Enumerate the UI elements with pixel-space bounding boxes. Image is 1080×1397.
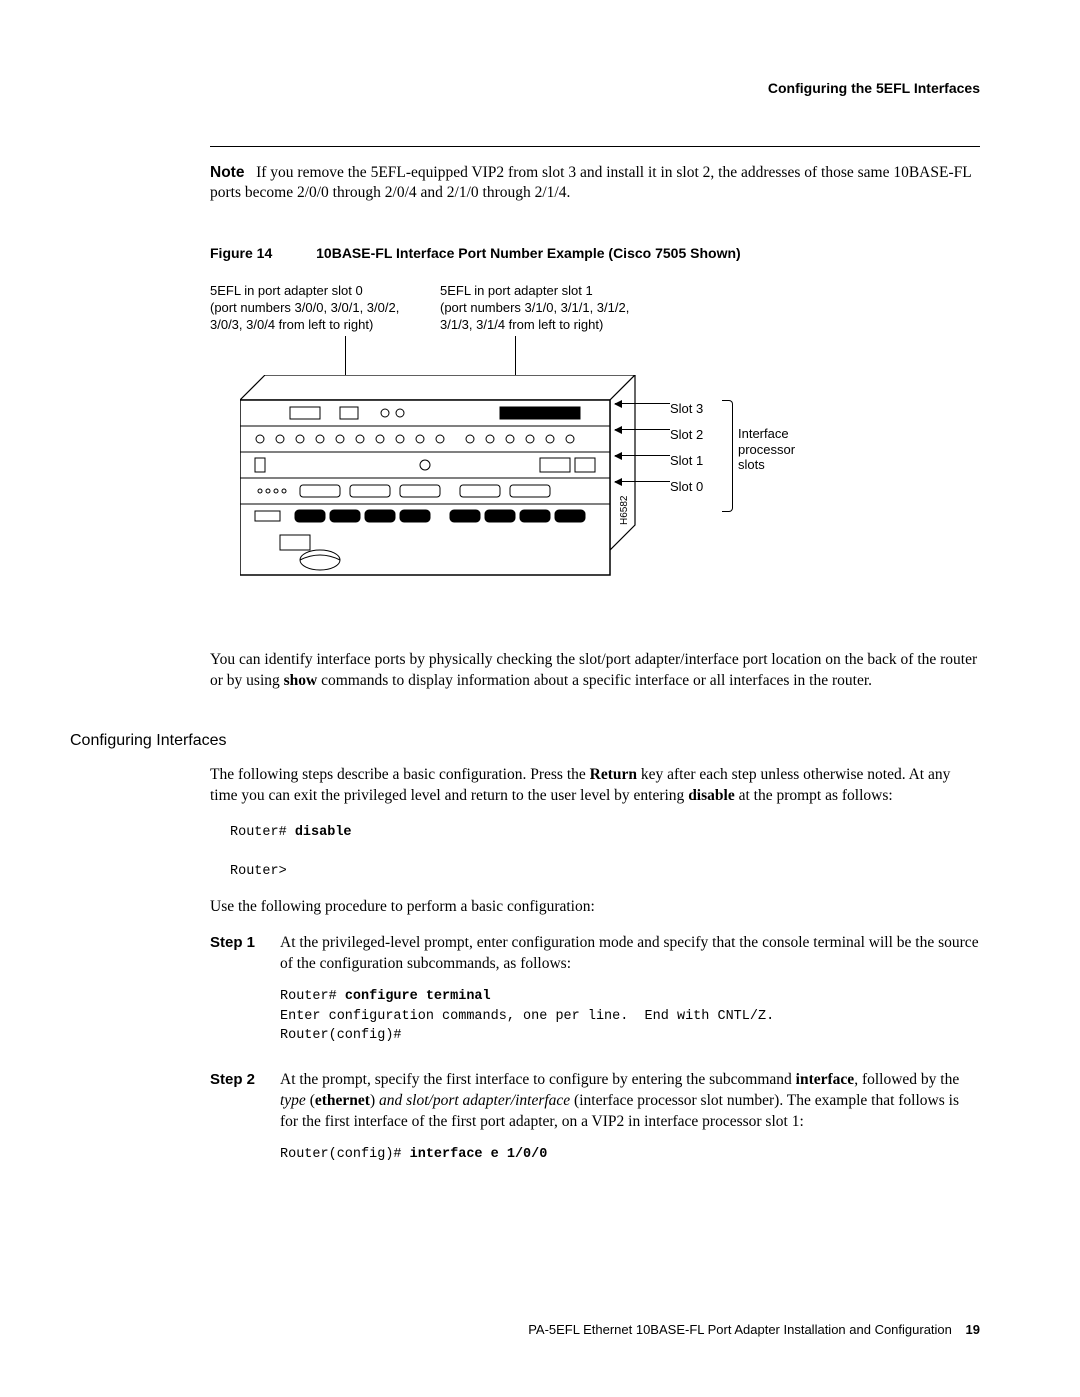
section-title: Configuring Interfaces [70,732,980,750]
step-2: Step 2 At the prompt, specify the first … [210,1070,980,1174]
running-header: Configuring the 5EFL Interfaces [70,80,980,96]
callout-text: (port numbers 3/1/0, 3/1/1, 3/1/2, [440,300,660,317]
callout-text: 3/1/3, 3/1/4 from left to right) [440,317,660,334]
text: at the prompt as follows: [735,787,893,804]
code-bold: disable [295,825,352,840]
italic: type [280,1092,306,1109]
figure-caption: Figure 14 10BASE-FL Interface Port Numbe… [210,244,980,263]
slot-label: Slot 0 [670,474,703,500]
step-text: ) [370,1092,379,1109]
brace-text: Interface [738,426,795,442]
code-text: Router> [230,864,287,879]
brace-text: processor [738,442,795,458]
code-bold: configure terminal [345,989,491,1004]
callout-text: 5EFL in port adapter slot 0 [210,283,430,300]
code-text: Enter configuration commands, one per li… [280,1009,774,1024]
footer-title: PA-5EFL Ethernet 10BASE-FL Port Adapter … [528,1322,952,1337]
paragraph-identify: You can identify interface ports by phys… [210,650,980,692]
arrow-line [615,455,670,456]
code-text: Router(config)# [280,1147,410,1162]
figure-title: 10BASE-FL Interface Port Number Example … [316,245,741,261]
slot-labels: Slot 3 Slot 2 Slot 1 Slot 0 [670,402,703,500]
slot-label: Slot 1 [670,448,703,474]
rule-top [210,146,980,147]
step-1: Step 1 At the privileged-level prompt, e… [210,933,980,1056]
paragraph-configuring: The following steps describe a basic con… [210,765,980,807]
chassis-svg [240,375,640,585]
code-bold: interface e 1/0/0 [410,1147,548,1162]
callout-right: 5EFL in port adapter slot 1 (port number… [440,283,660,334]
callout-text: (port numbers 3/0/0, 3/0/1, 3/0/2, [210,300,430,317]
code-block-interface: Router(config)# interface e 1/0/0 [280,1145,980,1165]
brace-text: slots [738,457,795,473]
note-text: If you remove the 5EFL-equipped VIP2 fro… [210,164,971,202]
figure-id: H6582 [618,495,632,524]
bold: ethernet [315,1092,370,1109]
text: The following steps describe a basic con… [210,766,590,783]
bold-cmd: show [284,672,318,689]
bold: Return [590,766,637,783]
callout-text: 3/0/3, 3/0/4 from left to right) [210,317,430,334]
italic: and slot/port adapter/interface [379,1092,570,1109]
step-text: , followed by the [854,1071,959,1088]
chassis-diagram: Slot 3 Slot 2 Slot 1 Slot 0 Interface pr… [240,340,980,620]
bold: interface [796,1071,855,1088]
text: commands to display information about a … [317,672,872,689]
slot-label: Slot 3 [670,396,703,422]
step-text: At the privileged-level prompt, enter co… [280,934,979,972]
arrow-line [615,429,670,430]
paragraph-procedure: Use the following procedure to perform a… [210,897,980,918]
arrow-line [615,481,670,482]
figure-number: Figure 14 [210,245,272,261]
slot-label: Slot 2 [670,422,703,448]
bold: disable [688,787,735,804]
code-text: Router(config)# [280,1028,402,1043]
figure-area: 5EFL in port adapter slot 0 (port number… [210,283,980,620]
step-label: Step 2 [210,1070,280,1174]
page-number: 19 [966,1322,980,1337]
callout-text: 5EFL in port adapter slot 1 [440,283,660,300]
step-text: At the prompt, specify the first interfa… [280,1071,796,1088]
code-text: Router# [280,989,345,1004]
step-text: ( [306,1092,315,1109]
page-footer: PA-5EFL Ethernet 10BASE-FL Port Adapter … [528,1322,980,1337]
step-label: Step 1 [210,933,280,1056]
arrow-line [615,403,670,404]
code-text: Router# [230,825,295,840]
code-block-disable: Router# disable Router> [230,823,980,882]
code-block-configure: Router# configure terminal Enter configu… [280,987,980,1046]
note-label: Note [210,164,244,181]
callout-left: 5EFL in port adapter slot 0 (port number… [210,283,430,334]
note-paragraph: Note If you remove the 5EFL-equipped VIP… [210,163,980,205]
